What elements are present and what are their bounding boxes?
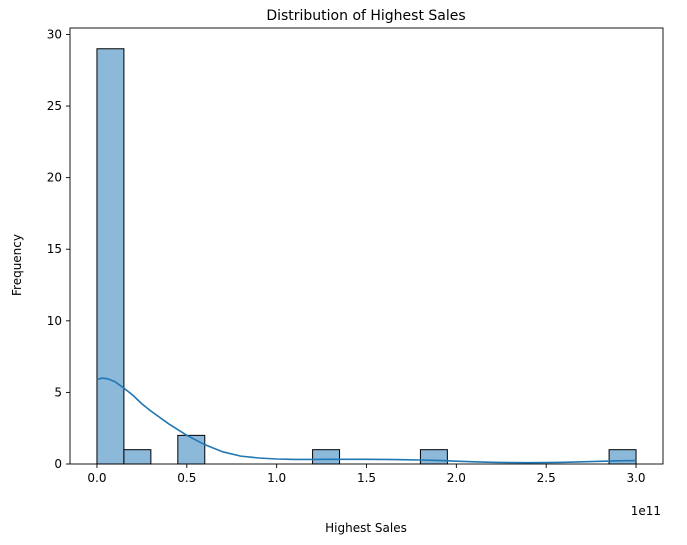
kde-layer [96, 377, 637, 464]
histogram-bar [419, 449, 448, 465]
axes-layer: 0.0 0.5 1.0 1.5 2.0 2.5 3.0 0 5 10 15 20 25 30 [47, 27, 664, 485]
y-tick-label: 15 [47, 242, 62, 256]
x-axis-label: Highest Sales [325, 521, 407, 535]
y-tick-label: 20 [47, 171, 62, 185]
x-tick-label: 2.5 [537, 471, 556, 485]
x-tick-label: 1.5 [357, 471, 376, 485]
y-tick-label: 10 [47, 314, 62, 328]
kde-line [96, 377, 637, 464]
histogram-bar [123, 449, 152, 465]
histogram-bar [312, 449, 341, 465]
x-tick-label: 0.5 [177, 471, 196, 485]
y-tick-label: 30 [47, 27, 62, 41]
bars-layer [96, 48, 637, 465]
chart-title: Distribution of Highest Sales [266, 8, 465, 24]
x-tick-label: 0.0 [87, 471, 106, 485]
histogram-bar [96, 48, 125, 465]
plot-frame [69, 27, 664, 465]
x-offset-label: 1e11 [631, 504, 661, 518]
histogram-bar [608, 449, 637, 465]
y-axis-label: Frequency [10, 234, 24, 296]
y-tick-label: 25 [47, 99, 62, 113]
x-tick-label: 2.0 [447, 471, 466, 485]
x-tick-label: 3.0 [626, 471, 645, 485]
y-tick-label: 5 [54, 385, 62, 399]
y-tick-label: 0 [54, 457, 62, 471]
histogram-bar [177, 434, 206, 465]
x-tick-label: 1.0 [267, 471, 286, 485]
